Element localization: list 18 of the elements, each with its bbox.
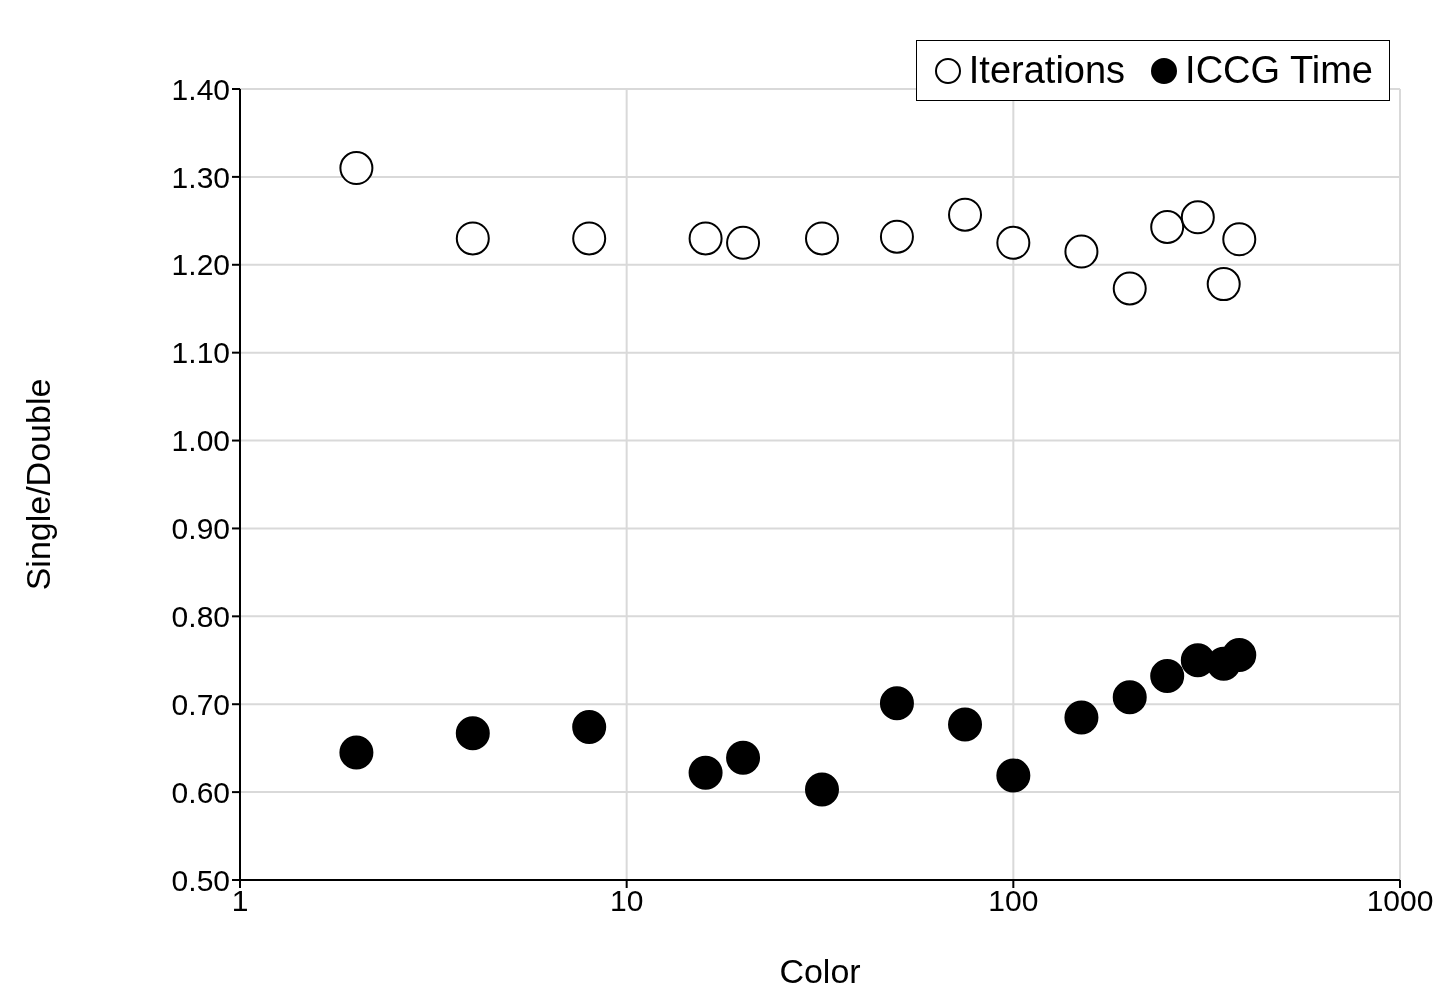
y-tick-label: 1.00 (171, 424, 230, 458)
x-tick-label: 10 (609, 884, 644, 918)
legend-label: Iterations (967, 49, 1126, 92)
y-tick-label: 0.50 (171, 863, 230, 897)
y-tick-label: 1.20 (171, 248, 230, 282)
y-tick-label: 1.30 (171, 160, 230, 194)
y-axis-title: Single/Double (19, 378, 58, 591)
y-tick-label: 0.70 (171, 687, 230, 721)
y-tick-label: 1.40 (171, 72, 230, 106)
y-tick-label: 0.60 (171, 775, 230, 809)
y-tick-label: 0.80 (171, 599, 230, 633)
x-axis-title: Color (779, 952, 861, 990)
x-tick-label: 1 (231, 884, 249, 918)
legend-label: ICCG Time (1184, 49, 1373, 92)
y-tick-label: 1.10 (171, 336, 230, 370)
x-tick-label: 1000 (1366, 884, 1434, 918)
y-tick-label: 0.90 (171, 512, 230, 546)
x-tick-label: 100 (988, 884, 1039, 918)
